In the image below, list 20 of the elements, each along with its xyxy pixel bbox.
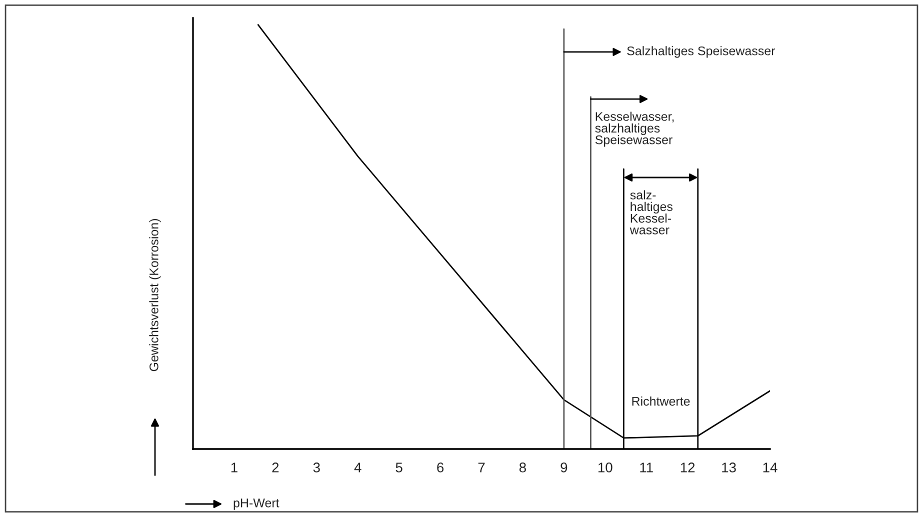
- annotation: Richtwerte: [632, 396, 690, 406]
- y-axis-title: Gewichtsverlust (Korrosion): [149, 219, 161, 372]
- x-tick-label: 5: [396, 462, 402, 472]
- x-tick-label: 6: [437, 462, 444, 472]
- x-tick-label: 8: [519, 462, 526, 472]
- x-tick-label: 4: [354, 462, 362, 472]
- x-axis-title: pH-Wert: [234, 498, 280, 510]
- x-tick-label: 10: [598, 462, 612, 472]
- x-tick-label: 9: [560, 462, 568, 472]
- x-tick-label: 2: [272, 462, 279, 472]
- ref-line-label: Salzhaltiges Speisewasser: [627, 46, 776, 58]
- x-tick-label: 14: [763, 462, 778, 472]
- ref-line-label: Kesselwasser, salzhaltiges Speisewasser: [595, 112, 674, 147]
- x-tick-label: 1: [231, 462, 238, 472]
- x-tick-label: 13: [722, 462, 736, 472]
- x-tick-label: 3: [313, 462, 320, 472]
- x-tick-label: 12: [680, 462, 695, 472]
- x-tick-label: 11: [640, 462, 653, 472]
- x-tick-label: 7: [478, 462, 485, 472]
- ref-line-label: salz- haltiges Kessel- wasser: [630, 190, 673, 234]
